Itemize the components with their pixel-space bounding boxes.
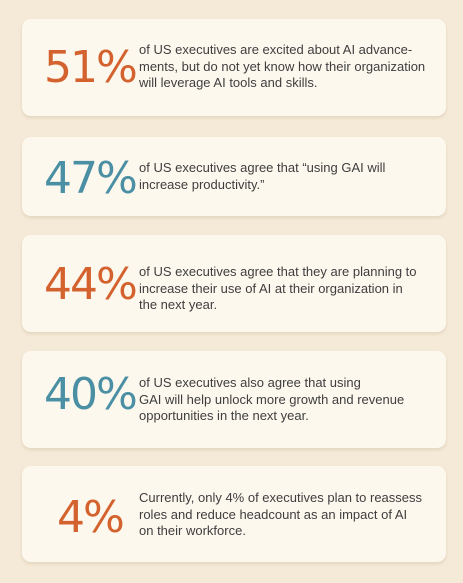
stat-description-excited: of US executives are excited about AI ad… — [139, 42, 426, 90]
stat-value-47: 47% — [44, 153, 138, 204]
stat-card-excited: 51% of US executives are excited about A… — [22, 19, 446, 116]
stat-description-increase-use: of US executives agree that they are pla… — [139, 264, 417, 312]
stat-description-headcount: Currently, only 4% of executives plan to… — [139, 490, 423, 538]
stat-card-growth: 40% of US executives also agree that usi… — [22, 351, 446, 448]
stat-value-44: 44% — [44, 259, 138, 310]
stat-value-4: 4% — [57, 492, 125, 543]
stat-description-productivity: of US executives agree that “using GAI w… — [139, 160, 386, 192]
stat-card-increase-use: 44% of US executives agree that they are… — [22, 235, 446, 332]
stat-card-productivity: 47% of US executives agree that “using G… — [22, 137, 446, 216]
stat-value-40: 40% — [44, 369, 138, 420]
stat-value-51: 51% — [44, 42, 138, 93]
stat-card-headcount: 4% Currently, only 4% of executives plan… — [22, 466, 446, 562]
stat-description-growth: of US executives also agree that using G… — [139, 375, 405, 423]
